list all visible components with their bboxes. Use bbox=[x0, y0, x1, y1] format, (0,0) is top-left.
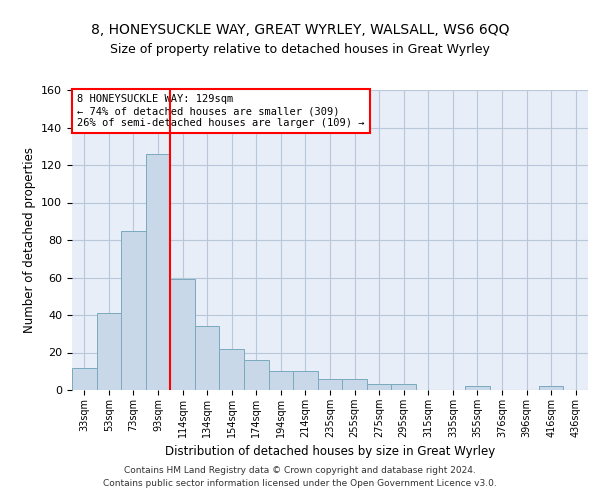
Y-axis label: Number of detached properties: Number of detached properties bbox=[23, 147, 35, 333]
Bar bbox=[269, 371, 293, 390]
Bar bbox=[367, 384, 391, 390]
Text: Size of property relative to detached houses in Great Wyrley: Size of property relative to detached ho… bbox=[110, 42, 490, 56]
Bar bbox=[97, 313, 121, 390]
Bar bbox=[539, 386, 563, 390]
Bar bbox=[121, 230, 146, 390]
Text: 8 HONEYSUCKLE WAY: 129sqm
← 74% of detached houses are smaller (309)
26% of semi: 8 HONEYSUCKLE WAY: 129sqm ← 74% of detac… bbox=[77, 94, 365, 128]
Text: Contains HM Land Registry data © Crown copyright and database right 2024.
Contai: Contains HM Land Registry data © Crown c… bbox=[103, 466, 497, 487]
Bar bbox=[465, 386, 490, 390]
Bar bbox=[391, 384, 416, 390]
Bar bbox=[170, 280, 195, 390]
Bar bbox=[342, 379, 367, 390]
Text: 8, HONEYSUCKLE WAY, GREAT WYRLEY, WALSALL, WS6 6QQ: 8, HONEYSUCKLE WAY, GREAT WYRLEY, WALSAL… bbox=[91, 22, 509, 36]
Bar bbox=[318, 379, 342, 390]
Bar bbox=[72, 368, 97, 390]
X-axis label: Distribution of detached houses by size in Great Wyrley: Distribution of detached houses by size … bbox=[165, 446, 495, 458]
Bar bbox=[195, 326, 220, 390]
Bar bbox=[293, 371, 318, 390]
Bar bbox=[244, 360, 269, 390]
Bar bbox=[146, 154, 170, 390]
Bar bbox=[220, 349, 244, 390]
